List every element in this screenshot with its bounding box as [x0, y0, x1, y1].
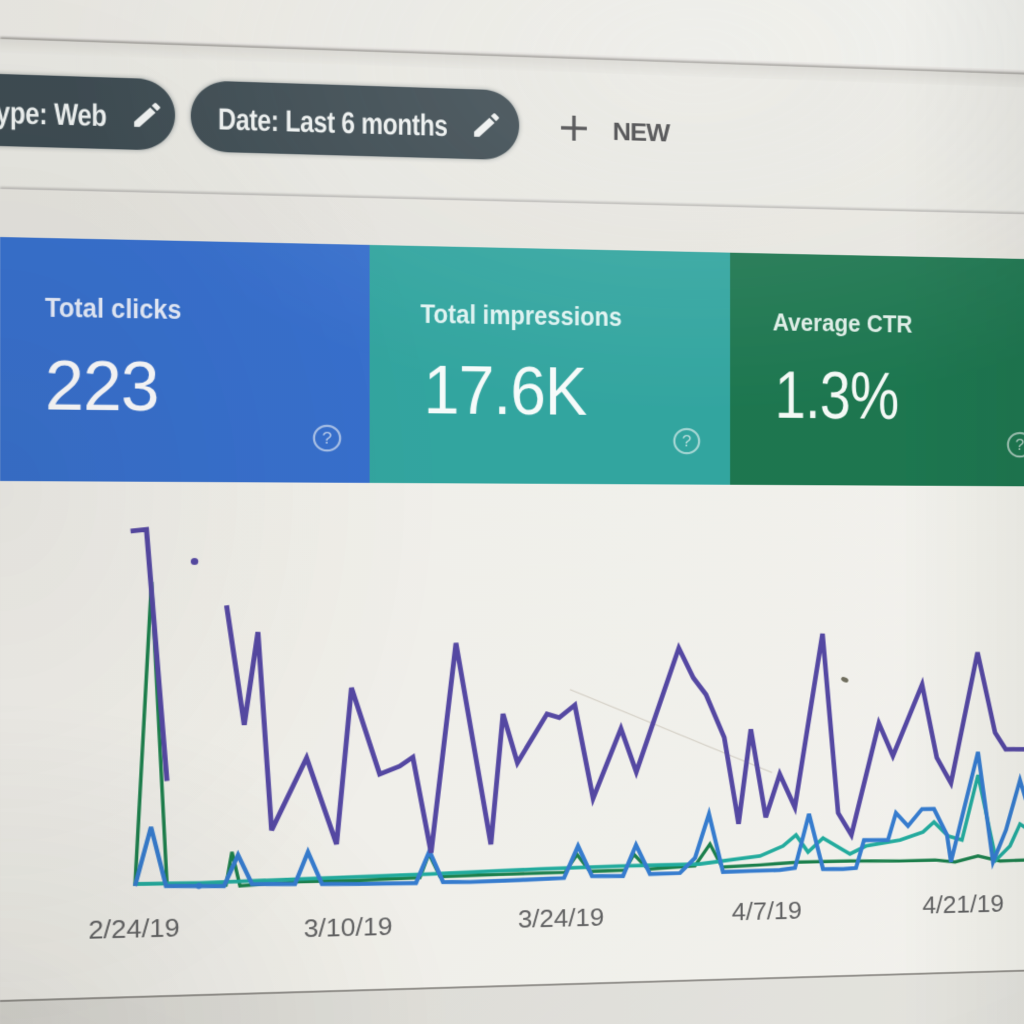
svg-text:?: ? [1015, 436, 1024, 454]
svg-text:?: ? [322, 429, 332, 448]
svg-text:?: ? [682, 432, 691, 450]
